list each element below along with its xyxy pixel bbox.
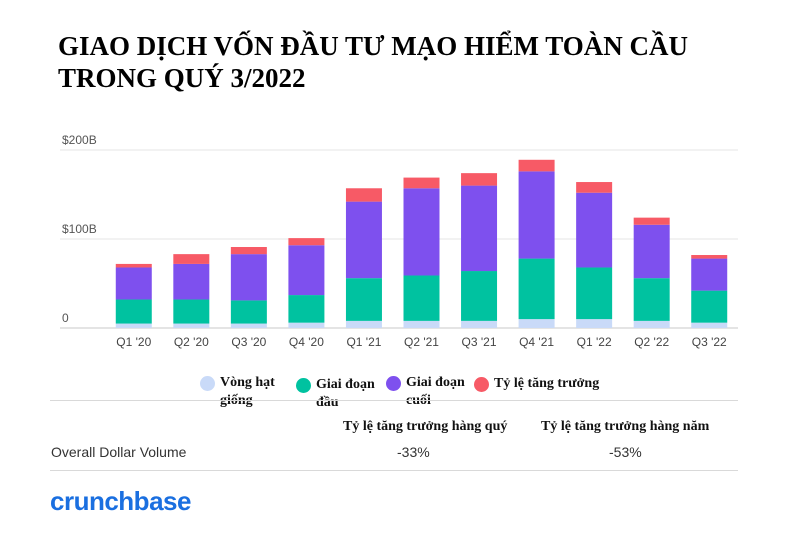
bar-segment	[518, 319, 555, 328]
bar-segment	[173, 254, 210, 264]
crunchbase-logo: crunchbase	[50, 486, 191, 516]
bar-segment	[518, 171, 555, 259]
bar-segment	[461, 320, 498, 328]
bar-segment	[691, 322, 728, 328]
bar-segment	[115, 299, 152, 324]
y-tick-label: 0	[62, 311, 69, 325]
bar-segment	[288, 238, 325, 246]
x-tick-label: Q4 '20	[289, 335, 324, 349]
bar-segment	[115, 267, 152, 300]
bar-segment	[691, 290, 728, 323]
x-tick-label: Q1 '22	[577, 335, 612, 349]
bar-segment	[115, 263, 152, 268]
x-tick-label: Q2 '22	[634, 335, 669, 349]
bar-segment	[576, 192, 613, 268]
bar-segment	[403, 275, 440, 321]
x-tick-label: Q2 '21	[404, 335, 439, 349]
legend-label-growth: Tỷ lệ tăng trưởng	[494, 376, 600, 391]
legend-label-late-stage: Giai đoạn cuối	[406, 375, 465, 408]
divider	[50, 470, 738, 471]
bar-segment	[230, 300, 267, 324]
stacked-bar-chart: 0 $100B $200B Q1 '20 Q2 '20 Q3 '20 Q4 '20 Q1 '2…	[60, 133, 738, 349]
bar-segment	[403, 188, 440, 276]
divider	[50, 400, 738, 401]
legend-label-early-stage: Giai đoạn đầu	[316, 377, 375, 410]
bar-segment	[173, 323, 210, 328]
legend-item-growth: Tỷ lệ tăng trưởng	[474, 375, 654, 393]
legend-item-seed: Vòng hạt giống	[200, 374, 295, 410]
bar-segment	[461, 271, 498, 321]
yoy-header: Tỷ lệ tăng trưởng hàng năm	[541, 419, 710, 434]
qoq-value: -33%	[397, 444, 430, 460]
bar-segment	[518, 258, 555, 320]
legend-swatch-late-stage	[386, 376, 401, 391]
legend-item-late-stage: Giai đoạn cuối	[386, 374, 478, 410]
legend-swatch-seed	[200, 376, 215, 391]
bar-segment	[230, 247, 267, 255]
x-tick-label: Q1 '20	[116, 335, 151, 349]
bar-segment	[230, 254, 267, 301]
bar-segment	[633, 320, 670, 328]
bar-segment	[518, 159, 555, 172]
bar-segment	[691, 258, 728, 291]
bar-segment	[461, 185, 498, 272]
chart-title: GIAO DỊCH VỐN ĐẦU TƯ MẠO HIỂM TOÀN CẦU T…	[58, 31, 689, 93]
bar-segment	[461, 173, 498, 186]
qoq-header: Tỷ lệ tăng trưởng hàng quý	[343, 419, 508, 434]
y-tick-label: $200B	[62, 133, 97, 147]
yoy-value: -53%	[609, 444, 642, 460]
x-tick-label: Q2 '20	[174, 335, 209, 349]
bar-segment	[576, 319, 613, 328]
y-tick-label: $100B	[62, 222, 97, 236]
bar-segment	[173, 263, 210, 300]
bar-segment	[115, 323, 152, 328]
bar-segment	[288, 295, 325, 323]
bar-segment	[403, 177, 440, 189]
bar-segment	[576, 267, 613, 320]
legend-label-seed: Vòng hạt giống	[220, 375, 275, 408]
bar-segment	[633, 224, 670, 279]
row-label-overall-dollar-volume: Overall Dollar Volume	[51, 444, 187, 460]
bar-segment	[345, 201, 382, 279]
bar-segment	[173, 299, 210, 324]
legend-swatch-growth	[474, 377, 489, 392]
bar-segment	[345, 278, 382, 321]
bar-segment	[576, 182, 613, 193]
bar-segment	[691, 255, 728, 259]
x-tick-label: Q4 '21	[519, 335, 554, 349]
bar-segment	[345, 320, 382, 328]
bar-segment	[633, 278, 670, 321]
x-tick-label: Q3 '21	[462, 335, 497, 349]
bar-segment	[633, 217, 670, 225]
legend-item-early-stage: Giai đoạn đầu	[296, 376, 386, 412]
legend-swatch-early-stage	[296, 378, 311, 393]
bar-segment	[403, 320, 440, 328]
bar-segment	[230, 323, 267, 328]
x-tick-label: Q1 '21	[346, 335, 381, 349]
x-tick-label: Q3 '22	[692, 335, 727, 349]
bar-segment	[288, 322, 325, 328]
bar-segment	[288, 245, 325, 296]
bar-segment	[345, 188, 382, 202]
x-tick-label: Q3 '20	[231, 335, 266, 349]
